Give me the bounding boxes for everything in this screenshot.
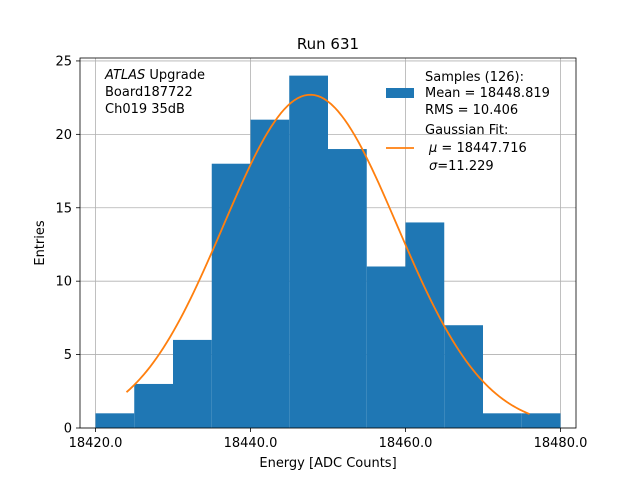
- legend-samples-title: Samples (126):: [425, 70, 524, 85]
- gaussian-fit-curve: [125, 93, 530, 415]
- histogram-bar: [250, 119, 290, 429]
- histogram-bar: [289, 75, 328, 428]
- annotation-atlas: ATLAS: [104, 68, 145, 83]
- y-tick-label: 5: [64, 348, 72, 363]
- histogram-bar: [444, 325, 483, 428]
- x-axis-ticks: 18420.0 18440.0 18460.0 18480.0: [69, 428, 588, 451]
- x-tick-label: 18480.0: [534, 436, 588, 451]
- histogram-bar: [95, 413, 135, 428]
- x-tick-label: 18460.0: [379, 436, 433, 451]
- legend-samples-swatch: [386, 88, 414, 98]
- y-axis-ticks: 0 5 10 15 20 25: [55, 54, 80, 437]
- histogram-bar: [173, 339, 212, 428]
- y-tick-label: 0: [64, 422, 72, 437]
- x-tick-label: 18440.0: [224, 436, 278, 451]
- y-tick-label: 20: [55, 128, 72, 143]
- histogram-bar: [366, 266, 406, 428]
- legend: Samples (126): Mean = 18448.819 RMS = 10…: [386, 70, 550, 174]
- y-tick-label: 15: [55, 201, 72, 216]
- legend-fit-sigma: σ=11.229: [429, 159, 494, 174]
- annotation-line-2: Board187722: [105, 85, 193, 100]
- histogram-bar: [483, 413, 522, 428]
- legend-fit-mu: μ = 18447.716: [428, 141, 527, 156]
- legend-fit-title: Gaussian Fit:: [425, 123, 508, 138]
- legend-sigma-value: =11.229: [437, 159, 493, 174]
- legend-mu-value: = 18447.716: [437, 141, 526, 156]
- annotation-line-3: Ch019 35dB: [105, 102, 185, 117]
- annotation-line-1: ATLAS Upgrade: [104, 68, 205, 83]
- annotation-upgrade: Upgrade: [145, 68, 205, 83]
- legend-samples-mean: Mean = 18448.819: [425, 86, 550, 101]
- legend-samples-rms: RMS = 10.406: [425, 103, 518, 118]
- atlas-annotation: ATLAS Upgrade Board187722 Ch019 35dB: [104, 68, 205, 117]
- plot-frame: [79, 57, 577, 429]
- y-tick-label: 25: [55, 54, 72, 69]
- x-axis-label: Energy [ADC Counts]: [259, 456, 396, 471]
- histogram-bar: [328, 149, 367, 429]
- chart-title: Run 631: [297, 35, 359, 53]
- histogram-bar: [134, 383, 173, 428]
- y-tick-label: 10: [55, 275, 72, 290]
- histogram-bar: [405, 222, 445, 428]
- legend-sigma-symbol: σ: [429, 159, 438, 174]
- histogram-bar: [521, 413, 561, 428]
- y-axis-label: Entries: [33, 220, 48, 266]
- fit-curve-path: [125, 93, 530, 415]
- x-tick-label: 18420.0: [69, 436, 123, 451]
- histogram-bar: [211, 163, 251, 428]
- legend-mu-symbol: μ: [428, 141, 437, 156]
